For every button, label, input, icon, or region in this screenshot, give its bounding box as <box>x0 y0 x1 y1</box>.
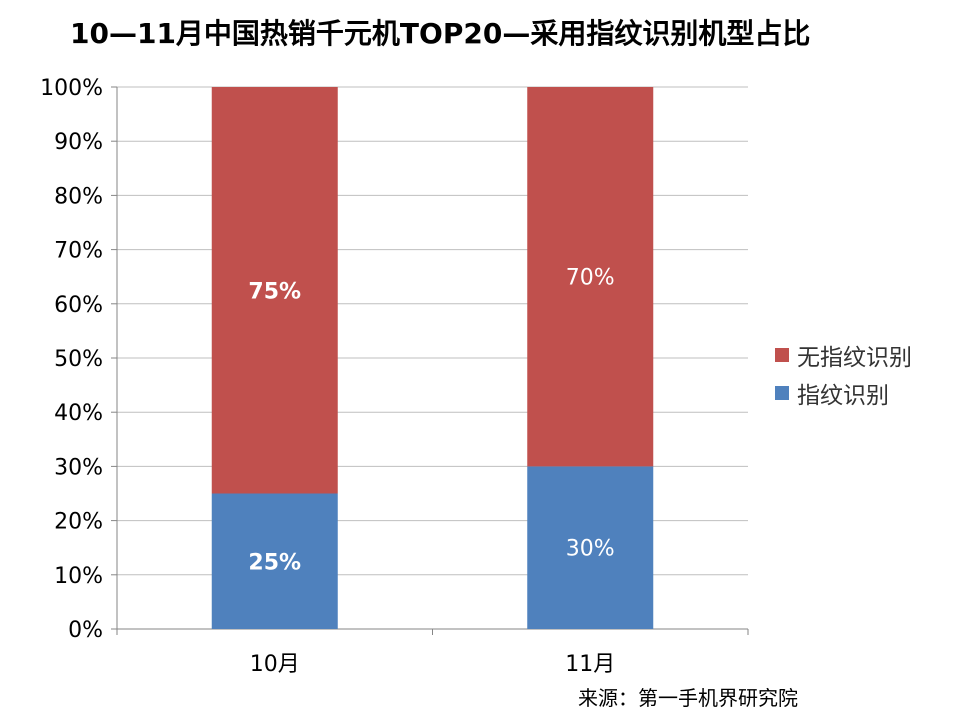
y-tick-label: 100% <box>40 76 103 101</box>
y-tick-label: 40% <box>54 401 103 426</box>
y-tick-label: 70% <box>54 239 103 264</box>
chart-legend: 无指纹识别 指纹识别 <box>775 336 912 412</box>
y-tick-label: 30% <box>54 455 103 480</box>
y-tick-label: 20% <box>54 510 103 535</box>
y-tick-label: 60% <box>54 293 103 318</box>
data-label: 30% <box>566 537 615 562</box>
legend-swatch-fingerprint <box>775 386 789 400</box>
bar-segment <box>211 87 338 494</box>
data-label: 25% <box>248 550 301 575</box>
legend-item-fingerprint: 指纹识别 <box>775 374 912 412</box>
bar-segment <box>211 493 338 629</box>
y-tick-label: 90% <box>54 130 103 155</box>
y-tick-label: 0% <box>68 618 103 643</box>
x-tick-label: 10月 <box>250 652 300 677</box>
bar-segment <box>527 87 654 467</box>
legend-label-fingerprint: 指纹识别 <box>797 383 889 409</box>
y-tick-label: 10% <box>54 564 103 589</box>
legend-item-no-fingerprint: 无指纹识别 <box>775 336 912 374</box>
legend-label-no-fingerprint: 无指纹识别 <box>797 345 912 371</box>
chart-title: 10—11月中国热销千元机TOP20—采用指纹识别机型占比 <box>70 17 811 50</box>
legend-swatch-no-fingerprint <box>775 348 789 362</box>
x-tick-label: 11月 <box>565 652 615 677</box>
source-note: 来源：第一手机界研究院 <box>578 686 798 710</box>
y-tick-label: 50% <box>54 347 103 372</box>
bar-segment <box>527 466 654 629</box>
data-label: 70% <box>566 266 615 291</box>
data-label: 75% <box>248 279 301 304</box>
y-tick-label: 80% <box>54 184 103 209</box>
